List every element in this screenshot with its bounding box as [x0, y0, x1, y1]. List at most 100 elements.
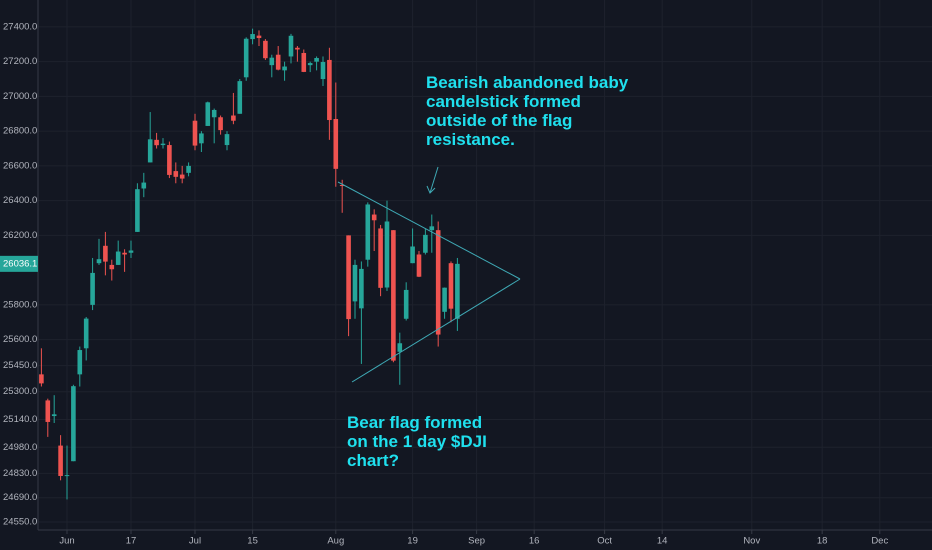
- annotation-line: Bear flag formed: [347, 413, 482, 432]
- candle-body: [77, 350, 83, 375]
- x-tick-label: 17: [126, 536, 137, 547]
- candle-body: [71, 386, 76, 462]
- candle-body: [365, 204, 371, 260]
- candle-body: [263, 40, 268, 59]
- candles: [39, 28, 460, 500]
- x-tick-label: 16: [529, 536, 540, 547]
- candle-body: [96, 259, 102, 264]
- candle-body: [307, 63, 313, 66]
- x-tick-label: Nov: [743, 536, 760, 547]
- candle-body: [231, 115, 236, 121]
- candle-body: [205, 102, 211, 126]
- candle-body: [314, 58, 319, 62]
- candle-body: [103, 245, 108, 262]
- candle-body: [410, 246, 415, 264]
- candle-body: [237, 81, 243, 114]
- y-tick-label: 25600.0: [3, 334, 37, 345]
- candle-body: [64, 475, 70, 477]
- candle-body: [45, 400, 51, 422]
- x-tick-label: Dec: [871, 536, 888, 547]
- candle-body: [160, 143, 166, 146]
- x-tick-label: Jun: [59, 536, 74, 547]
- candle-body: [327, 59, 332, 121]
- y-tick-label: 24690.0: [3, 492, 37, 503]
- y-tick-label: 27000.0: [3, 91, 37, 102]
- x-tick-label: Sep: [468, 536, 485, 547]
- candle-body: [339, 185, 345, 187]
- y-tick-label: 27400.0: [3, 21, 37, 32]
- candle-body: [397, 343, 403, 352]
- y-tick-label: 26600.0: [3, 160, 37, 171]
- candle-body: [51, 414, 57, 417]
- y-tick-label: 24830.0: [3, 468, 37, 479]
- annotation-line: candelstick formed: [426, 92, 581, 111]
- candle-body: [122, 252, 127, 255]
- candle-body: [115, 251, 121, 265]
- candle-body: [250, 34, 255, 40]
- candle-body: [384, 221, 390, 288]
- candle-body: [179, 174, 185, 179]
- annotation-line: Bearish abandoned baby: [426, 73, 629, 92]
- candle-body: [167, 145, 172, 175]
- arrow-line: [429, 166, 439, 194]
- candle-body: [352, 264, 358, 302]
- candle-body: [58, 445, 63, 476]
- candle-body: [173, 171, 179, 177]
- candle-body: [435, 230, 441, 335]
- candle-body: [423, 234, 428, 253]
- arrow-head: [426, 185, 436, 194]
- candle-body: [429, 226, 435, 231]
- candle-body: [109, 264, 115, 270]
- candle-body: [186, 165, 191, 173]
- annotation-line: chart?: [347, 451, 399, 470]
- y-tick-label: 24980.0: [3, 442, 37, 453]
- candle-body: [455, 263, 460, 319]
- candle-body: [416, 254, 422, 277]
- candle-body: [128, 250, 134, 253]
- annotation-line: resistance.: [426, 130, 515, 149]
- x-tick-label: Aug: [327, 536, 344, 547]
- x-tick-label: 15: [247, 536, 258, 547]
- y-tick-label: 24550.0: [3, 517, 37, 528]
- last-price-label: 26036.1: [3, 258, 37, 269]
- candle-body: [39, 374, 44, 384]
- x-tick-label: 14: [657, 536, 668, 547]
- candle-body: [90, 272, 95, 305]
- y-tick-label: 25800.0: [3, 299, 37, 310]
- candle-body: [224, 134, 230, 146]
- axes: 24550.0 24690.0 24830.0 24980.0 25140.0 25300…: [0, 21, 888, 547]
- candle-body: [371, 214, 377, 221]
- x-tick-label: Oct: [597, 536, 612, 547]
- flag-lower-line: [351, 278, 521, 383]
- candle-body: [256, 35, 262, 39]
- candle-body: [403, 289, 409, 319]
- grid: [38, 0, 932, 530]
- candle-body: [301, 52, 307, 72]
- candle-body: [275, 54, 281, 70]
- annotation-line: outside of the flag: [426, 111, 572, 130]
- y-tick-label: 27200.0: [3, 56, 37, 67]
- x-tick-label: 19: [407, 536, 418, 547]
- candle-body: [295, 47, 300, 50]
- annotation-line: on the 1 day $DJI: [347, 432, 487, 451]
- candle-body: [282, 66, 287, 71]
- candle-body: [391, 230, 396, 361]
- candle-body: [442, 287, 447, 312]
- y-tick-label: 26200.0: [3, 230, 37, 241]
- y-tick-label: 25140.0: [3, 414, 37, 425]
- candle-body: [359, 268, 364, 309]
- last-price-box: [0, 255, 38, 272]
- candle-body: [141, 182, 147, 189]
- y-tick-label: 26800.0: [3, 126, 37, 137]
- candle-body: [135, 189, 140, 232]
- candle-body: [320, 62, 326, 80]
- candle-body: [147, 139, 153, 163]
- candle-body: [378, 228, 383, 288]
- candle-body: [192, 120, 198, 146]
- candle-body: [269, 57, 275, 66]
- candle-body: [83, 318, 89, 349]
